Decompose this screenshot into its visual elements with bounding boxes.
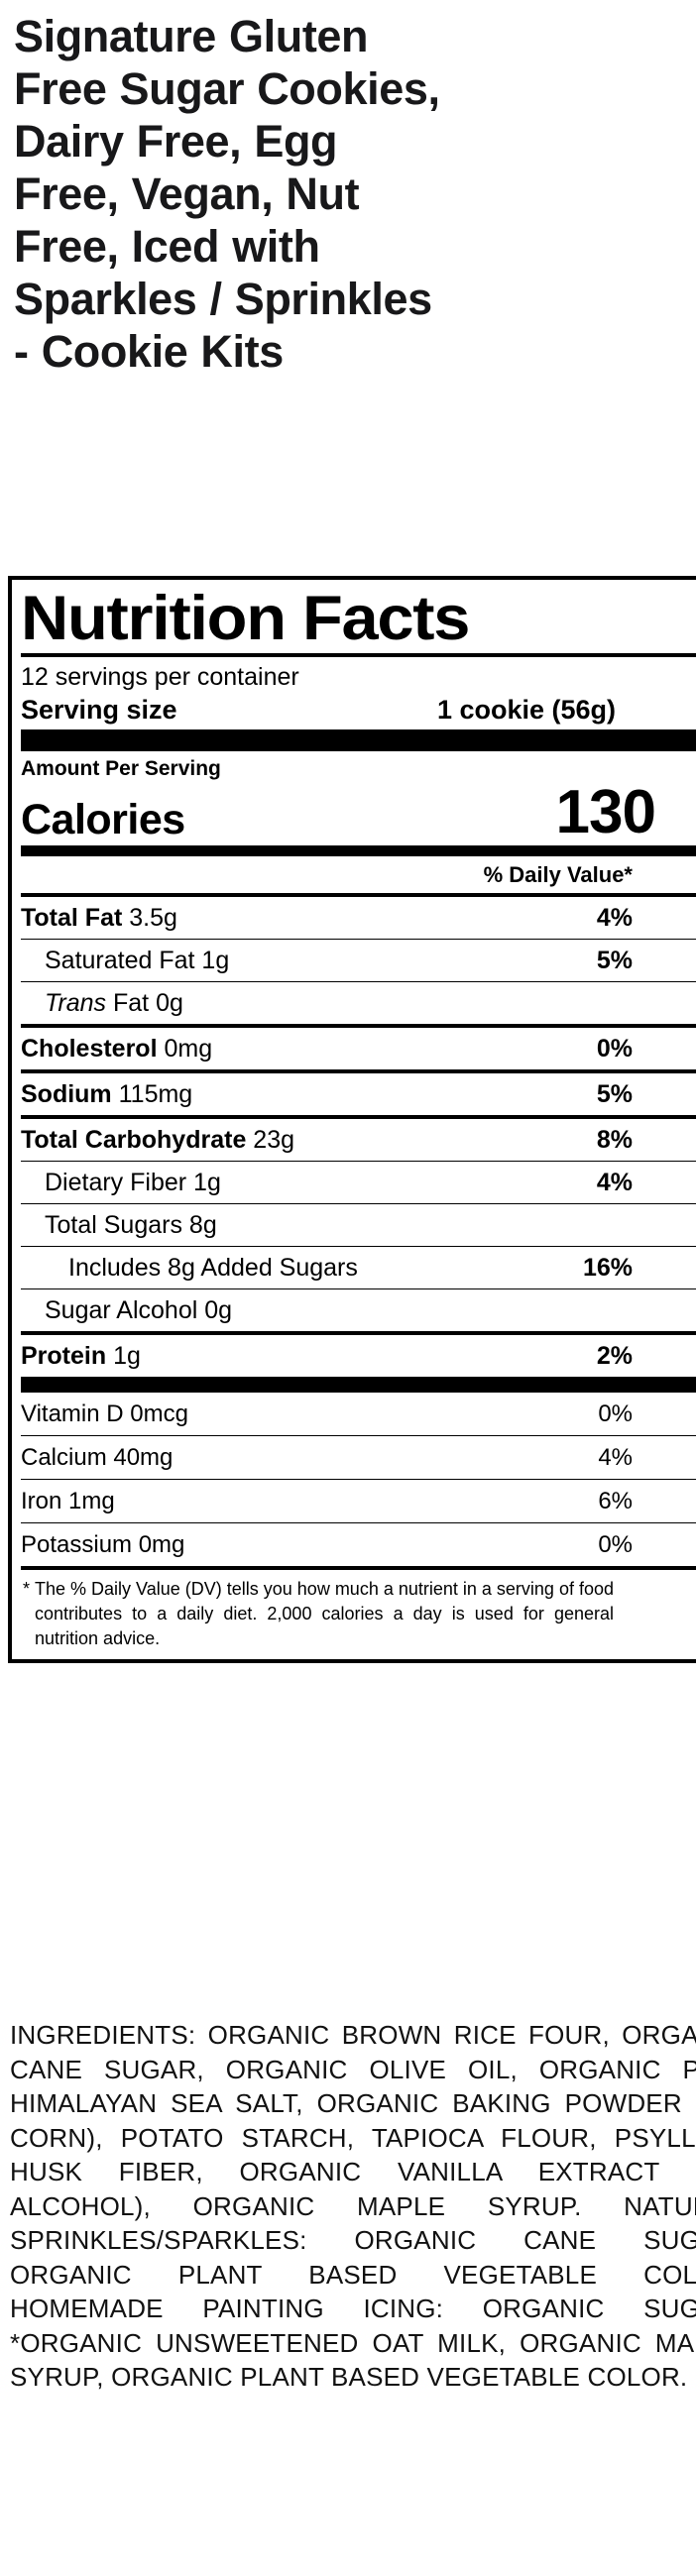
nutrient-row: Saturated Fat 1g 5% [21, 940, 633, 981]
nutrient-label: Trans Fat 0g [45, 989, 183, 1017]
nutrient-row: Sugar Alcohol 0g [21, 1289, 633, 1331]
nutrient-row: Total Fat 3.5g 4% [21, 897, 633, 939]
nutrient-row: Includes 8g Added Sugars 16% [21, 1247, 633, 1288]
nutrient-daily-value: 2% [596, 1342, 633, 1370]
nutrient-label: Saturated Fat 1g [45, 947, 230, 974]
serving-size-value: 1 cookie (56g) [436, 695, 616, 725]
calories-value: 130 [555, 778, 656, 846]
divider-above-footnote [21, 1566, 696, 1570]
nutrient-daily-value: 0% [596, 1035, 633, 1063]
nutrient-label: Sugar Alcohol 0g [45, 1296, 233, 1324]
row-divider [21, 1203, 696, 1204]
micronutrient-row: Iron 1mg 6% [21, 1480, 633, 1522]
row-divider [21, 981, 696, 982]
nutrition-facts-heading: Nutrition Facts [21, 584, 470, 653]
nutrient-daily-value: 5% [596, 1080, 633, 1108]
nutrient-label: Total Fat 3.5g [21, 904, 177, 932]
row-divider [21, 1069, 696, 1073]
nutrient-label: Cholesterol 0mg [21, 1035, 213, 1063]
serving-size-row: Serving size 1 cookie (56g) [21, 693, 616, 729]
nutrient-label: Sodium 115mg [21, 1080, 193, 1108]
divider-thick-under-calories [21, 845, 696, 856]
nutrient-daily-value: 8% [596, 1126, 633, 1154]
serving-size-label: Serving size [21, 695, 177, 725]
divider-under-dv-header [21, 893, 696, 897]
micronutrient-row: Vitamin D 0mcg 0% [21, 1393, 633, 1435]
calories-label: Calories [21, 796, 185, 843]
nutrient-row: Dietary Fiber 1g 4% [21, 1162, 633, 1203]
micronutrient-daily-value: 6% [598, 1488, 633, 1514]
nutrient-daily-value: 16% [582, 1254, 633, 1282]
nutrient-label: Total Sugars 8g [45, 1211, 217, 1239]
servings-per-container: 12 servings per container [21, 663, 299, 691]
nutrient-label: Total Carbohydrate 23g [21, 1126, 295, 1154]
nutrient-row: Trans Fat 0g [21, 982, 633, 1024]
row-divider [21, 939, 696, 940]
page-title: Signature Gluten Free Sugar Cookies, Dai… [14, 11, 440, 377]
ingredients-text: INGREDIENTS: ORGANIC BROWN RICE FOUR, OR… [10, 2020, 696, 2392]
micronutrient-label: Vitamin D 0mcg [21, 1400, 188, 1427]
daily-value-header: % Daily Value* [483, 862, 633, 887]
nutrient-row: Total Carbohydrate 23g 8% [21, 1119, 633, 1161]
row-divider [21, 1161, 696, 1162]
row-divider [21, 1479, 696, 1480]
row-divider [21, 1288, 696, 1289]
nutrient-label: Dietary Fiber 1g [45, 1169, 221, 1196]
micronutrient-row: Calcium 40mg 4% [21, 1436, 633, 1479]
nutrient-rows: Total Fat 3.5g 4% Saturated Fat 1g 5% Trans … [21, 897, 696, 1377]
row-divider [21, 1024, 696, 1028]
divider-thick-bar-top [21, 729, 696, 751]
row-divider [21, 1522, 696, 1523]
nutrient-row: Sodium 115mg 5% [21, 1073, 633, 1115]
micronutrient-daily-value: 0% [598, 1531, 633, 1558]
micronutrient-label: Potassium 0mg [21, 1531, 185, 1558]
row-divider [21, 1435, 696, 1436]
nutrition-facts-panel: Nutrition Facts 12 servings per containe… [8, 576, 696, 1663]
micronutrient-rows: Vitamin D 0mcg 0% Calcium 40mg 4% Iron 1mg 6%… [21, 1393, 696, 1566]
nutrient-daily-value: 5% [596, 947, 633, 974]
daily-value-footnote: * The % Daily Value (DV) tells you how m… [21, 1570, 616, 1653]
nutrient-label: Protein 1g [21, 1342, 141, 1370]
row-divider [21, 1246, 696, 1247]
nutrient-row: Cholesterol 0mg 0% [21, 1028, 633, 1069]
amount-per-serving-label: Amount Per Serving [21, 757, 221, 780]
micronutrient-label: Calcium 40mg [21, 1444, 174, 1471]
footnote-asterisk: * [23, 1579, 31, 1599]
micronutrient-label: Iron 1mg [21, 1488, 115, 1514]
nutrient-daily-value: 4% [596, 1169, 633, 1196]
divider-thick-bar-bottom [21, 1377, 696, 1393]
divider-under-heading [21, 653, 696, 657]
micronutrient-daily-value: 4% [598, 1444, 633, 1471]
nutrient-daily-value: 4% [596, 904, 633, 932]
micronutrient-row: Potassium 0mg 0% [21, 1523, 633, 1566]
row-divider [21, 1331, 696, 1335]
nutrient-row: Protein 1g 2% [21, 1335, 633, 1377]
footnote-text: The % Daily Value (DV) tells you how muc… [35, 1579, 614, 1648]
micronutrient-daily-value: 0% [598, 1400, 633, 1427]
calories-row: Calories 130 [21, 778, 656, 846]
nutrient-label: Includes 8g Added Sugars [68, 1254, 358, 1282]
row-divider [21, 1115, 696, 1119]
nutrient-row: Total Sugars 8g [21, 1204, 633, 1246]
